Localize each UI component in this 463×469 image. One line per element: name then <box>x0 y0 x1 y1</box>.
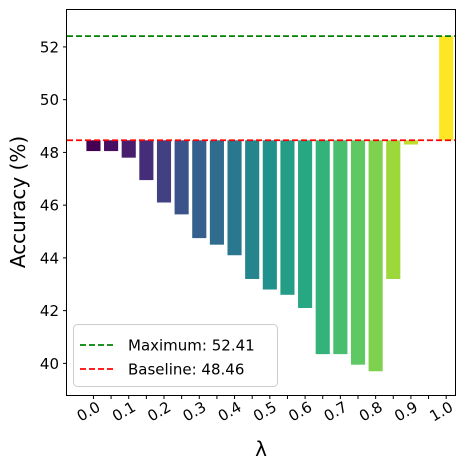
bar-3 <box>139 140 154 181</box>
y-tick-label-1: 42 <box>40 302 59 320</box>
bar-7 <box>209 140 224 245</box>
y-tick-label-5: 50 <box>40 91 59 109</box>
x-tick-label-7: 0.7 <box>321 398 351 426</box>
bars-group <box>86 36 454 372</box>
y-tick-label-2: 44 <box>40 249 59 267</box>
y-tick-label-4: 48 <box>40 144 59 162</box>
bar-1 <box>104 140 119 152</box>
x-tick-label-5: 0.5 <box>250 398 280 426</box>
bar-2 <box>121 140 136 158</box>
bar-20 <box>439 36 454 141</box>
x-axis: 0.0 0.1 0.2 0.3 0.4 0.5 0.6 0.7 0.8 0.9 1.0 <box>74 395 456 425</box>
y-tick-label-6: 52 <box>40 38 59 56</box>
bar-12 <box>298 140 313 308</box>
legend: Maximum: 52.41 Baseline: 48.46 <box>73 324 278 387</box>
x-tick-label-3: 0.3 <box>180 398 210 426</box>
x-tick-label-8: 0.8 <box>356 398 386 426</box>
x-tick-label-0: 0.0 <box>74 398 104 426</box>
legend-maximum-label: Maximum: 52.41 <box>128 337 255 355</box>
x-tick-label-2: 0.2 <box>144 398 174 426</box>
bar-9 <box>245 140 260 279</box>
bar-8 <box>227 140 242 256</box>
legend-baseline-label: Baseline: 48.46 <box>128 361 244 379</box>
bar-13 <box>315 140 330 355</box>
bar-0 <box>86 140 101 152</box>
y-axis: 40 42 44 46 48 50 52 <box>40 38 67 373</box>
bar-18 <box>403 140 418 145</box>
bar-4 <box>156 140 172 203</box>
y-axis-label: Accuracy (%) <box>6 136 30 268</box>
bar-6 <box>192 140 207 239</box>
x-tick-label-6: 0.6 <box>285 398 315 426</box>
y-tick-label-0: 40 <box>40 355 59 373</box>
bar-15 <box>350 140 366 365</box>
x-tick-label-4: 0.4 <box>215 398 245 426</box>
x-tick-label-10: 1.0 <box>427 398 457 426</box>
legend-box <box>73 324 278 387</box>
bar-5 <box>174 140 189 215</box>
reference-lines <box>67 35 455 142</box>
y-tick-label-3: 46 <box>40 197 59 215</box>
bar-17 <box>386 140 401 279</box>
bar-11 <box>280 140 295 295</box>
x-axis-label: λ <box>255 437 267 461</box>
bar-14 <box>333 140 348 355</box>
x-tick-label-9: 0.9 <box>391 398 421 426</box>
x-tick-label-1: 0.1 <box>109 398 139 426</box>
bar-10 <box>262 140 277 290</box>
bar-16 <box>368 140 383 372</box>
plot-area-frame <box>66 9 456 396</box>
